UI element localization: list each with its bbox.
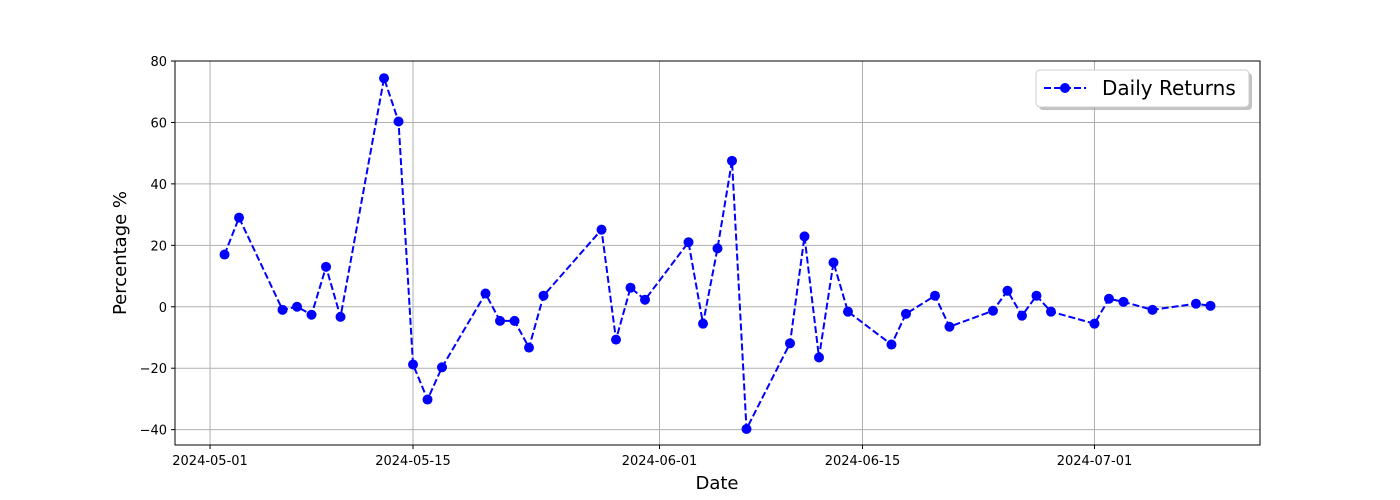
data-point: [640, 294, 651, 305]
data-point: [495, 315, 506, 326]
axis-ticks: 2024-05-01 2024-05-15 2024-06-01 2024-06-15…: [140, 55, 1133, 469]
data-point: [408, 359, 419, 370]
y-tick-label: 0: [159, 301, 167, 316]
y-tick-label: −20: [140, 362, 167, 377]
data-point: [1205, 300, 1216, 311]
data-point: [480, 288, 491, 299]
data-point: [712, 243, 723, 254]
data-point: [393, 116, 404, 127]
data-point: [1089, 318, 1100, 329]
y-tick-label: 40: [150, 178, 167, 193]
data-point: [886, 339, 897, 350]
data-point: [234, 212, 245, 223]
data-point: [277, 304, 288, 315]
data-point: [292, 301, 303, 312]
data-point: [379, 73, 390, 84]
x-tick-label: 2024-05-01: [172, 454, 248, 469]
data-point: [538, 290, 549, 301]
legend-label-daily-returns: Daily Returns: [1102, 76, 1236, 100]
y-axis-label: Percentage %: [110, 191, 131, 315]
data-point: [842, 306, 853, 317]
data-point: [1147, 304, 1158, 315]
data-point: [1016, 310, 1027, 321]
data-point: [987, 305, 998, 316]
data-point: [1118, 296, 1129, 307]
data-point: [1103, 293, 1114, 304]
data-point: [698, 318, 709, 329]
data-point: [784, 338, 795, 349]
data-point: [1045, 306, 1056, 317]
data-point: [321, 261, 332, 272]
data-point: [741, 424, 752, 435]
y-tick-label: −40: [140, 424, 167, 439]
x-tick-label: 2024-05-15: [375, 454, 451, 469]
plot-area-frame: [174, 60, 1261, 446]
y-tick-label: 60: [150, 116, 167, 131]
data-point: [944, 321, 955, 332]
data-point: [219, 249, 230, 260]
data-point: [306, 309, 317, 320]
data-point: [828, 257, 839, 268]
data-point: [596, 224, 607, 235]
data-point: [422, 394, 433, 405]
x-tick-label: 2024-06-15: [825, 454, 901, 469]
data-point: [813, 352, 824, 363]
y-tick-label: 80: [150, 55, 167, 70]
series-daily-returns: [219, 73, 1216, 435]
series-line: [223, 77, 1211, 433]
legend-marker-swatch: [1060, 83, 1070, 93]
y-tick-label: 20: [150, 239, 167, 254]
data-point: [929, 290, 940, 301]
data-point: [1002, 285, 1013, 296]
data-point: [726, 155, 737, 166]
data-point: [437, 362, 448, 373]
x-axis-label: Date: [695, 473, 738, 494]
legend: Daily Returns: [1035, 69, 1252, 110]
data-point: [683, 237, 694, 248]
data-point: [1031, 290, 1042, 301]
data-point: [335, 311, 346, 322]
data-point: [900, 308, 911, 319]
data-point: [509, 315, 520, 326]
data-point: [524, 342, 535, 353]
x-tick-label: 2024-06-01: [622, 454, 698, 469]
data-point: [799, 231, 810, 242]
data-point: [1190, 298, 1201, 309]
data-point: [625, 282, 636, 293]
x-tick-label: 2024-07-01: [1057, 454, 1133, 469]
data-point: [611, 334, 622, 345]
legend-box: [1035, 69, 1250, 108]
